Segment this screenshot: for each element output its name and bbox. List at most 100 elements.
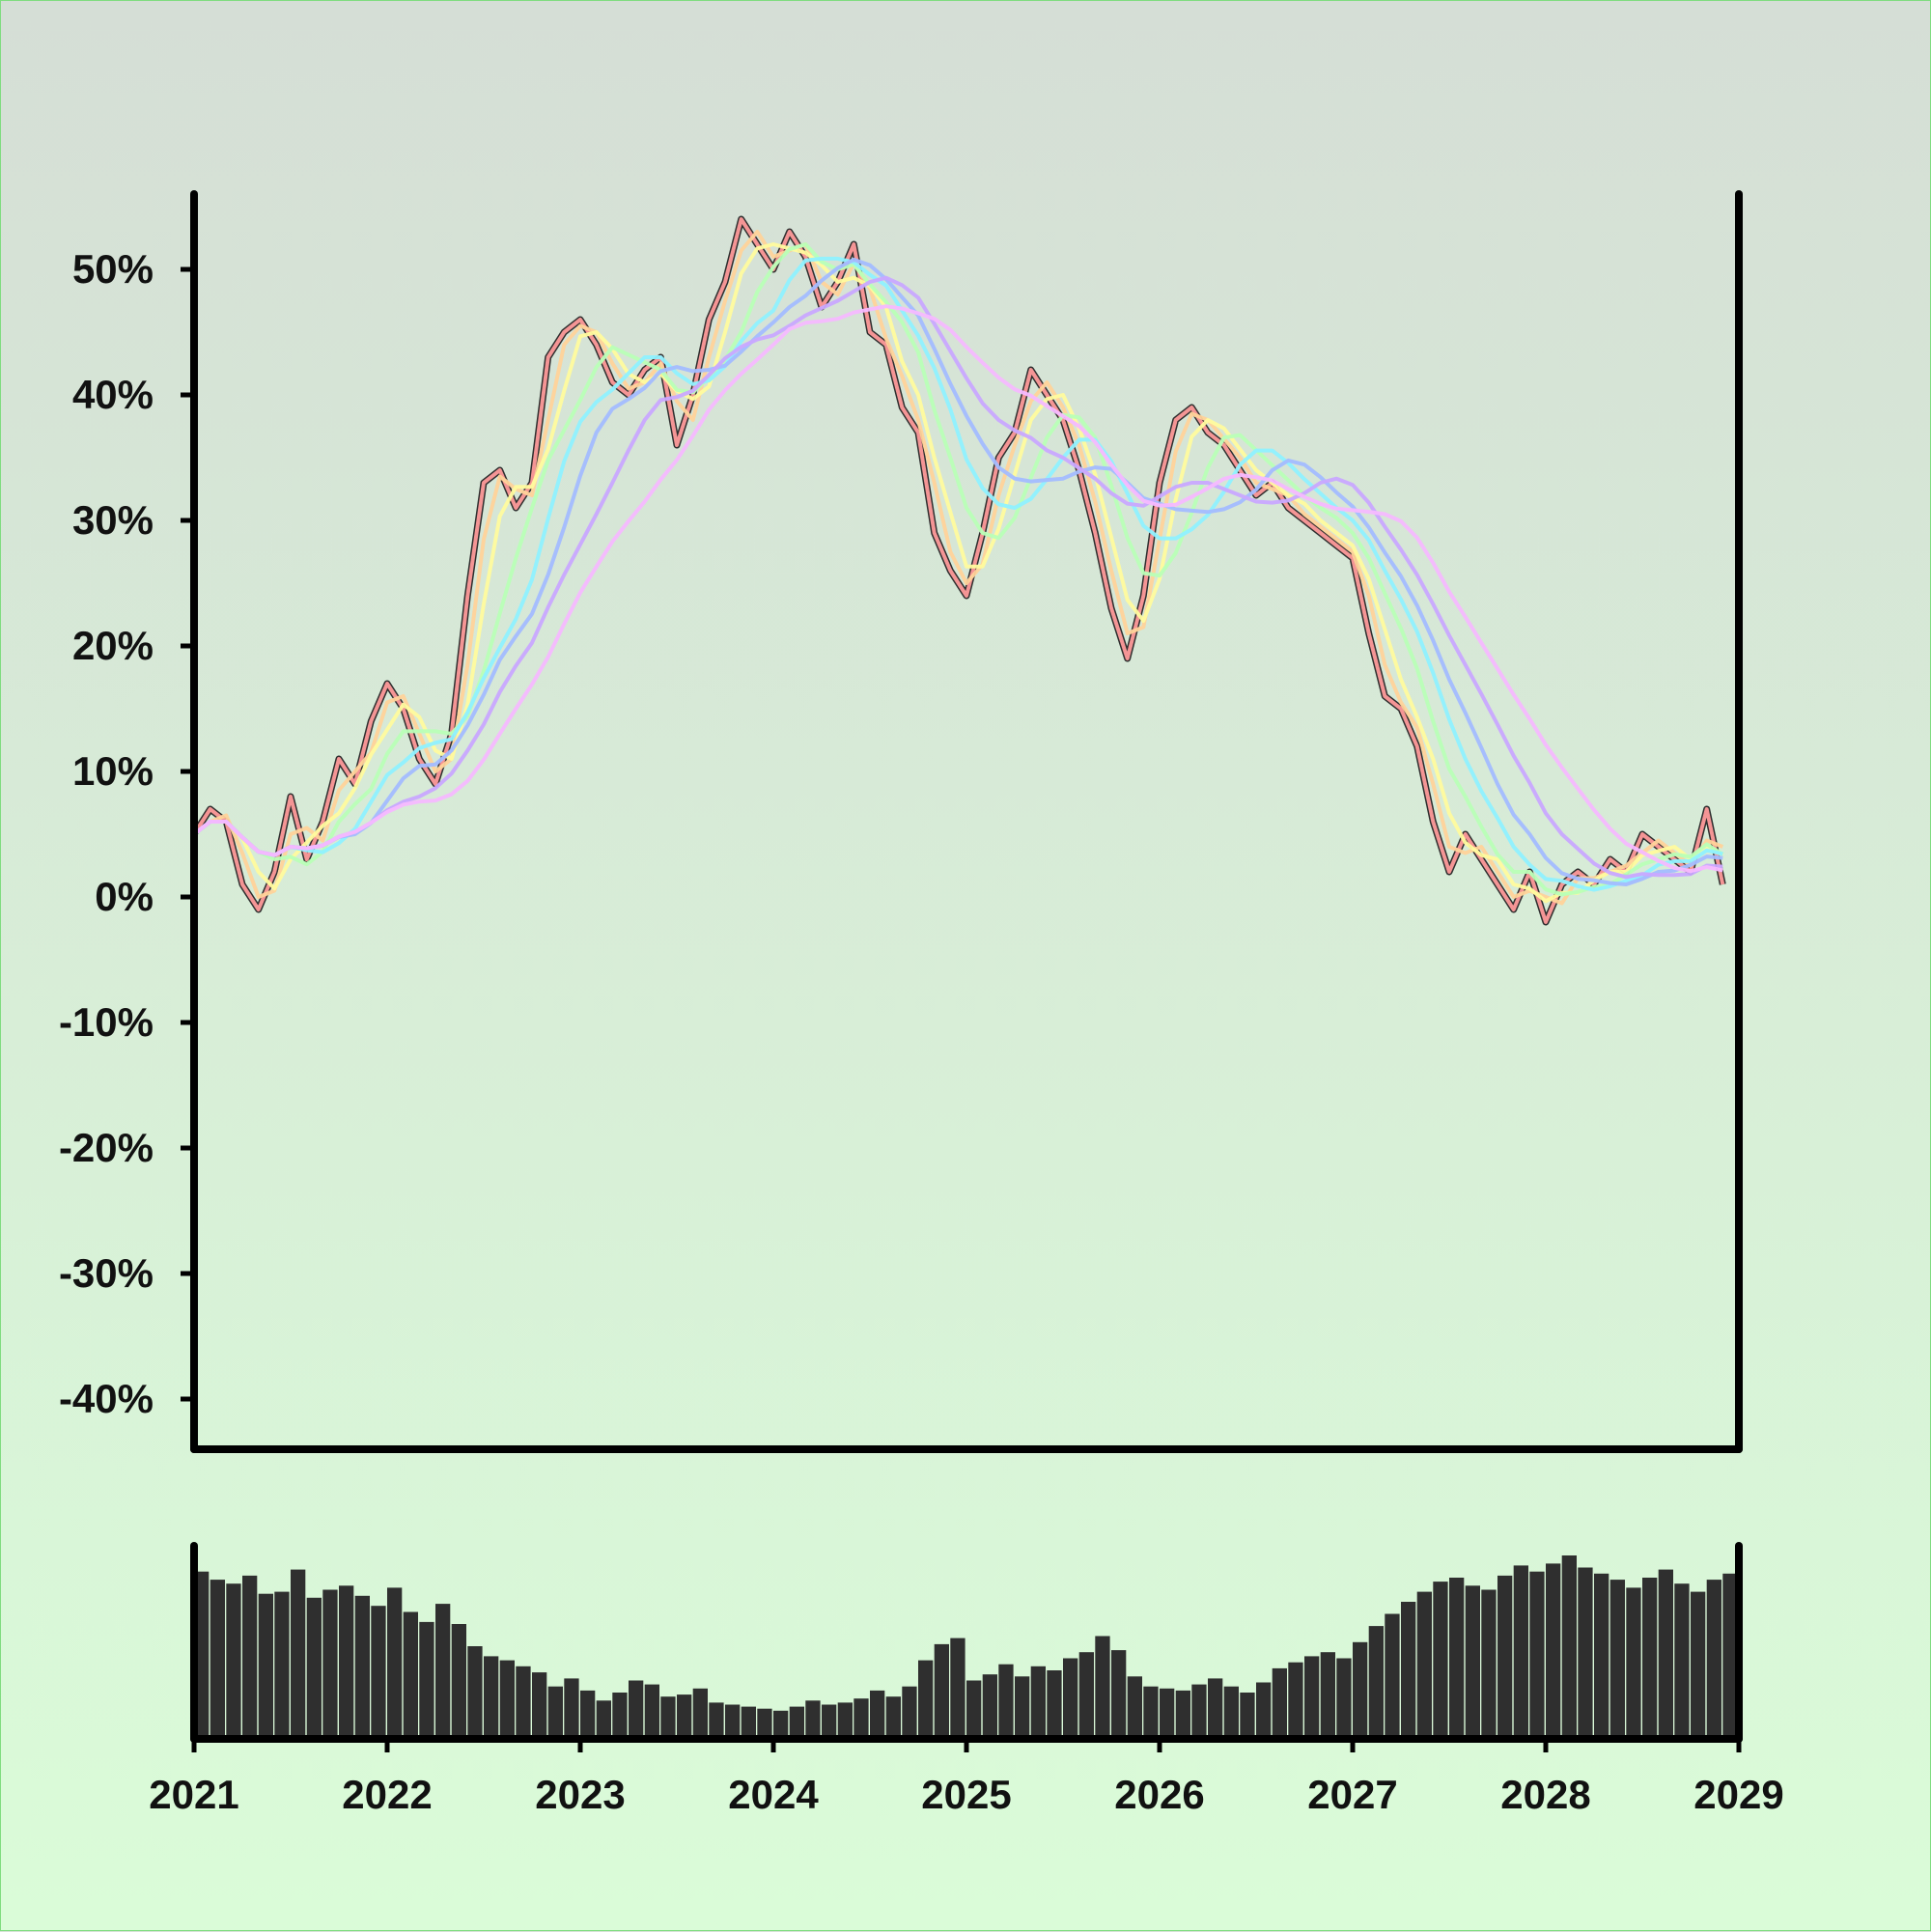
volume-bar xyxy=(547,1686,563,1739)
volume-bar xyxy=(1706,1580,1721,1739)
volume-bar xyxy=(1529,1571,1545,1739)
x-tick-label: 2027 xyxy=(1307,1772,1397,1817)
volume-bar xyxy=(1256,1682,1272,1739)
price-panel xyxy=(191,215,1726,926)
volume-bar xyxy=(1015,1676,1030,1739)
x-tick-label: 2029 xyxy=(1693,1772,1783,1817)
volume-bar xyxy=(1642,1578,1658,1739)
volume-bar xyxy=(484,1656,499,1739)
volume-bar xyxy=(1078,1652,1094,1739)
volume-bar xyxy=(580,1690,596,1739)
volume-bar xyxy=(1449,1578,1465,1739)
volume-bar xyxy=(982,1674,997,1739)
volume-bar xyxy=(1385,1613,1400,1739)
moving-average-line-1 xyxy=(192,217,1725,924)
volume-bar xyxy=(451,1624,466,1739)
volume-bar xyxy=(741,1706,756,1739)
volume-bar xyxy=(596,1700,611,1739)
volume-bar xyxy=(1304,1656,1320,1739)
volume-bar xyxy=(966,1680,982,1739)
volume-bar xyxy=(1433,1582,1448,1739)
volume-bar xyxy=(387,1587,403,1739)
volume-bar xyxy=(1497,1575,1513,1739)
volume-bar xyxy=(998,1664,1014,1739)
volume-bar xyxy=(258,1593,273,1739)
volume-bar xyxy=(854,1698,869,1739)
volume-bar xyxy=(516,1666,531,1739)
volume-bar xyxy=(322,1589,338,1739)
volume-bar xyxy=(1353,1641,1368,1739)
volume-bar xyxy=(532,1672,547,1739)
volume-bar xyxy=(419,1621,434,1739)
volume-bar xyxy=(1030,1666,1046,1739)
volume-bar xyxy=(339,1585,354,1739)
volume-bar xyxy=(564,1678,579,1739)
volume-bar xyxy=(1223,1686,1239,1739)
volume-bar xyxy=(822,1704,837,1739)
volume-bar xyxy=(274,1591,290,1739)
volume-bar xyxy=(371,1606,386,1739)
volume-bar xyxy=(1609,1580,1625,1739)
volume-bar xyxy=(660,1696,676,1739)
moving-average-line-4 xyxy=(192,242,1724,897)
volume-bar xyxy=(934,1643,949,1739)
volume-bar xyxy=(885,1696,901,1739)
y-tick-label: 20% xyxy=(72,623,154,668)
volume-bar xyxy=(1095,1636,1110,1739)
volume-bar xyxy=(1191,1684,1207,1739)
volume-bar xyxy=(306,1597,322,1739)
volume-bar xyxy=(435,1604,451,1739)
volume-bar xyxy=(1320,1652,1335,1739)
y-tick-label: 40% xyxy=(72,372,154,417)
volume-bar xyxy=(1143,1686,1159,1739)
y-tick-label: -20% xyxy=(59,1125,154,1170)
volume-bar xyxy=(644,1684,659,1739)
x-tick-label: 2028 xyxy=(1500,1772,1590,1817)
volume-bar xyxy=(1722,1573,1738,1739)
x-tick-label: 2026 xyxy=(1114,1772,1204,1817)
y-tick-label: -30% xyxy=(59,1250,154,1296)
volume-bar xyxy=(210,1580,225,1739)
moving-average-line-2 xyxy=(192,230,1724,906)
moving-average-line-5 xyxy=(192,256,1723,892)
volume-bar xyxy=(1240,1693,1255,1739)
moving-average-line-7 xyxy=(192,275,1723,880)
y-tick-label: 30% xyxy=(72,497,154,543)
volume-bar xyxy=(709,1702,724,1739)
volume-bar xyxy=(499,1660,515,1739)
volume-bar xyxy=(1336,1658,1352,1739)
volume-bar xyxy=(1481,1589,1497,1739)
volume-bar xyxy=(805,1700,821,1739)
volume-bar xyxy=(1513,1565,1528,1739)
moving-average-line-6 xyxy=(192,257,1723,886)
volume-bar xyxy=(629,1680,644,1739)
y-tick-label: -10% xyxy=(59,999,154,1045)
y-tick-label: 10% xyxy=(72,748,154,794)
volume-bar xyxy=(677,1694,692,1739)
volume-bar xyxy=(1594,1573,1609,1739)
volume-bar xyxy=(837,1702,853,1739)
volume-bar xyxy=(467,1646,483,1739)
x-tick-label: 2024 xyxy=(728,1772,819,1817)
y-tick-label: 50% xyxy=(72,246,154,292)
volume-bar xyxy=(870,1690,885,1739)
volume-bar xyxy=(1416,1591,1432,1739)
volume-bar xyxy=(1175,1690,1190,1739)
volume-bar xyxy=(1465,1585,1480,1739)
volume-bar xyxy=(226,1583,241,1739)
volume-bar xyxy=(1160,1688,1175,1739)
y-tick-label: -40% xyxy=(59,1376,154,1421)
volume-bar xyxy=(789,1706,804,1739)
volume-bar xyxy=(612,1693,628,1739)
volume-bar xyxy=(291,1569,306,1739)
volume-panel xyxy=(194,1555,1738,1739)
x-tick-label: 2021 xyxy=(149,1772,238,1817)
volume-bar xyxy=(403,1611,418,1739)
volume-bar xyxy=(1368,1626,1384,1739)
volume-bar xyxy=(918,1660,934,1739)
volume-bar xyxy=(1272,1667,1287,1739)
volume-bar xyxy=(725,1704,741,1739)
volume-bar xyxy=(692,1688,708,1739)
